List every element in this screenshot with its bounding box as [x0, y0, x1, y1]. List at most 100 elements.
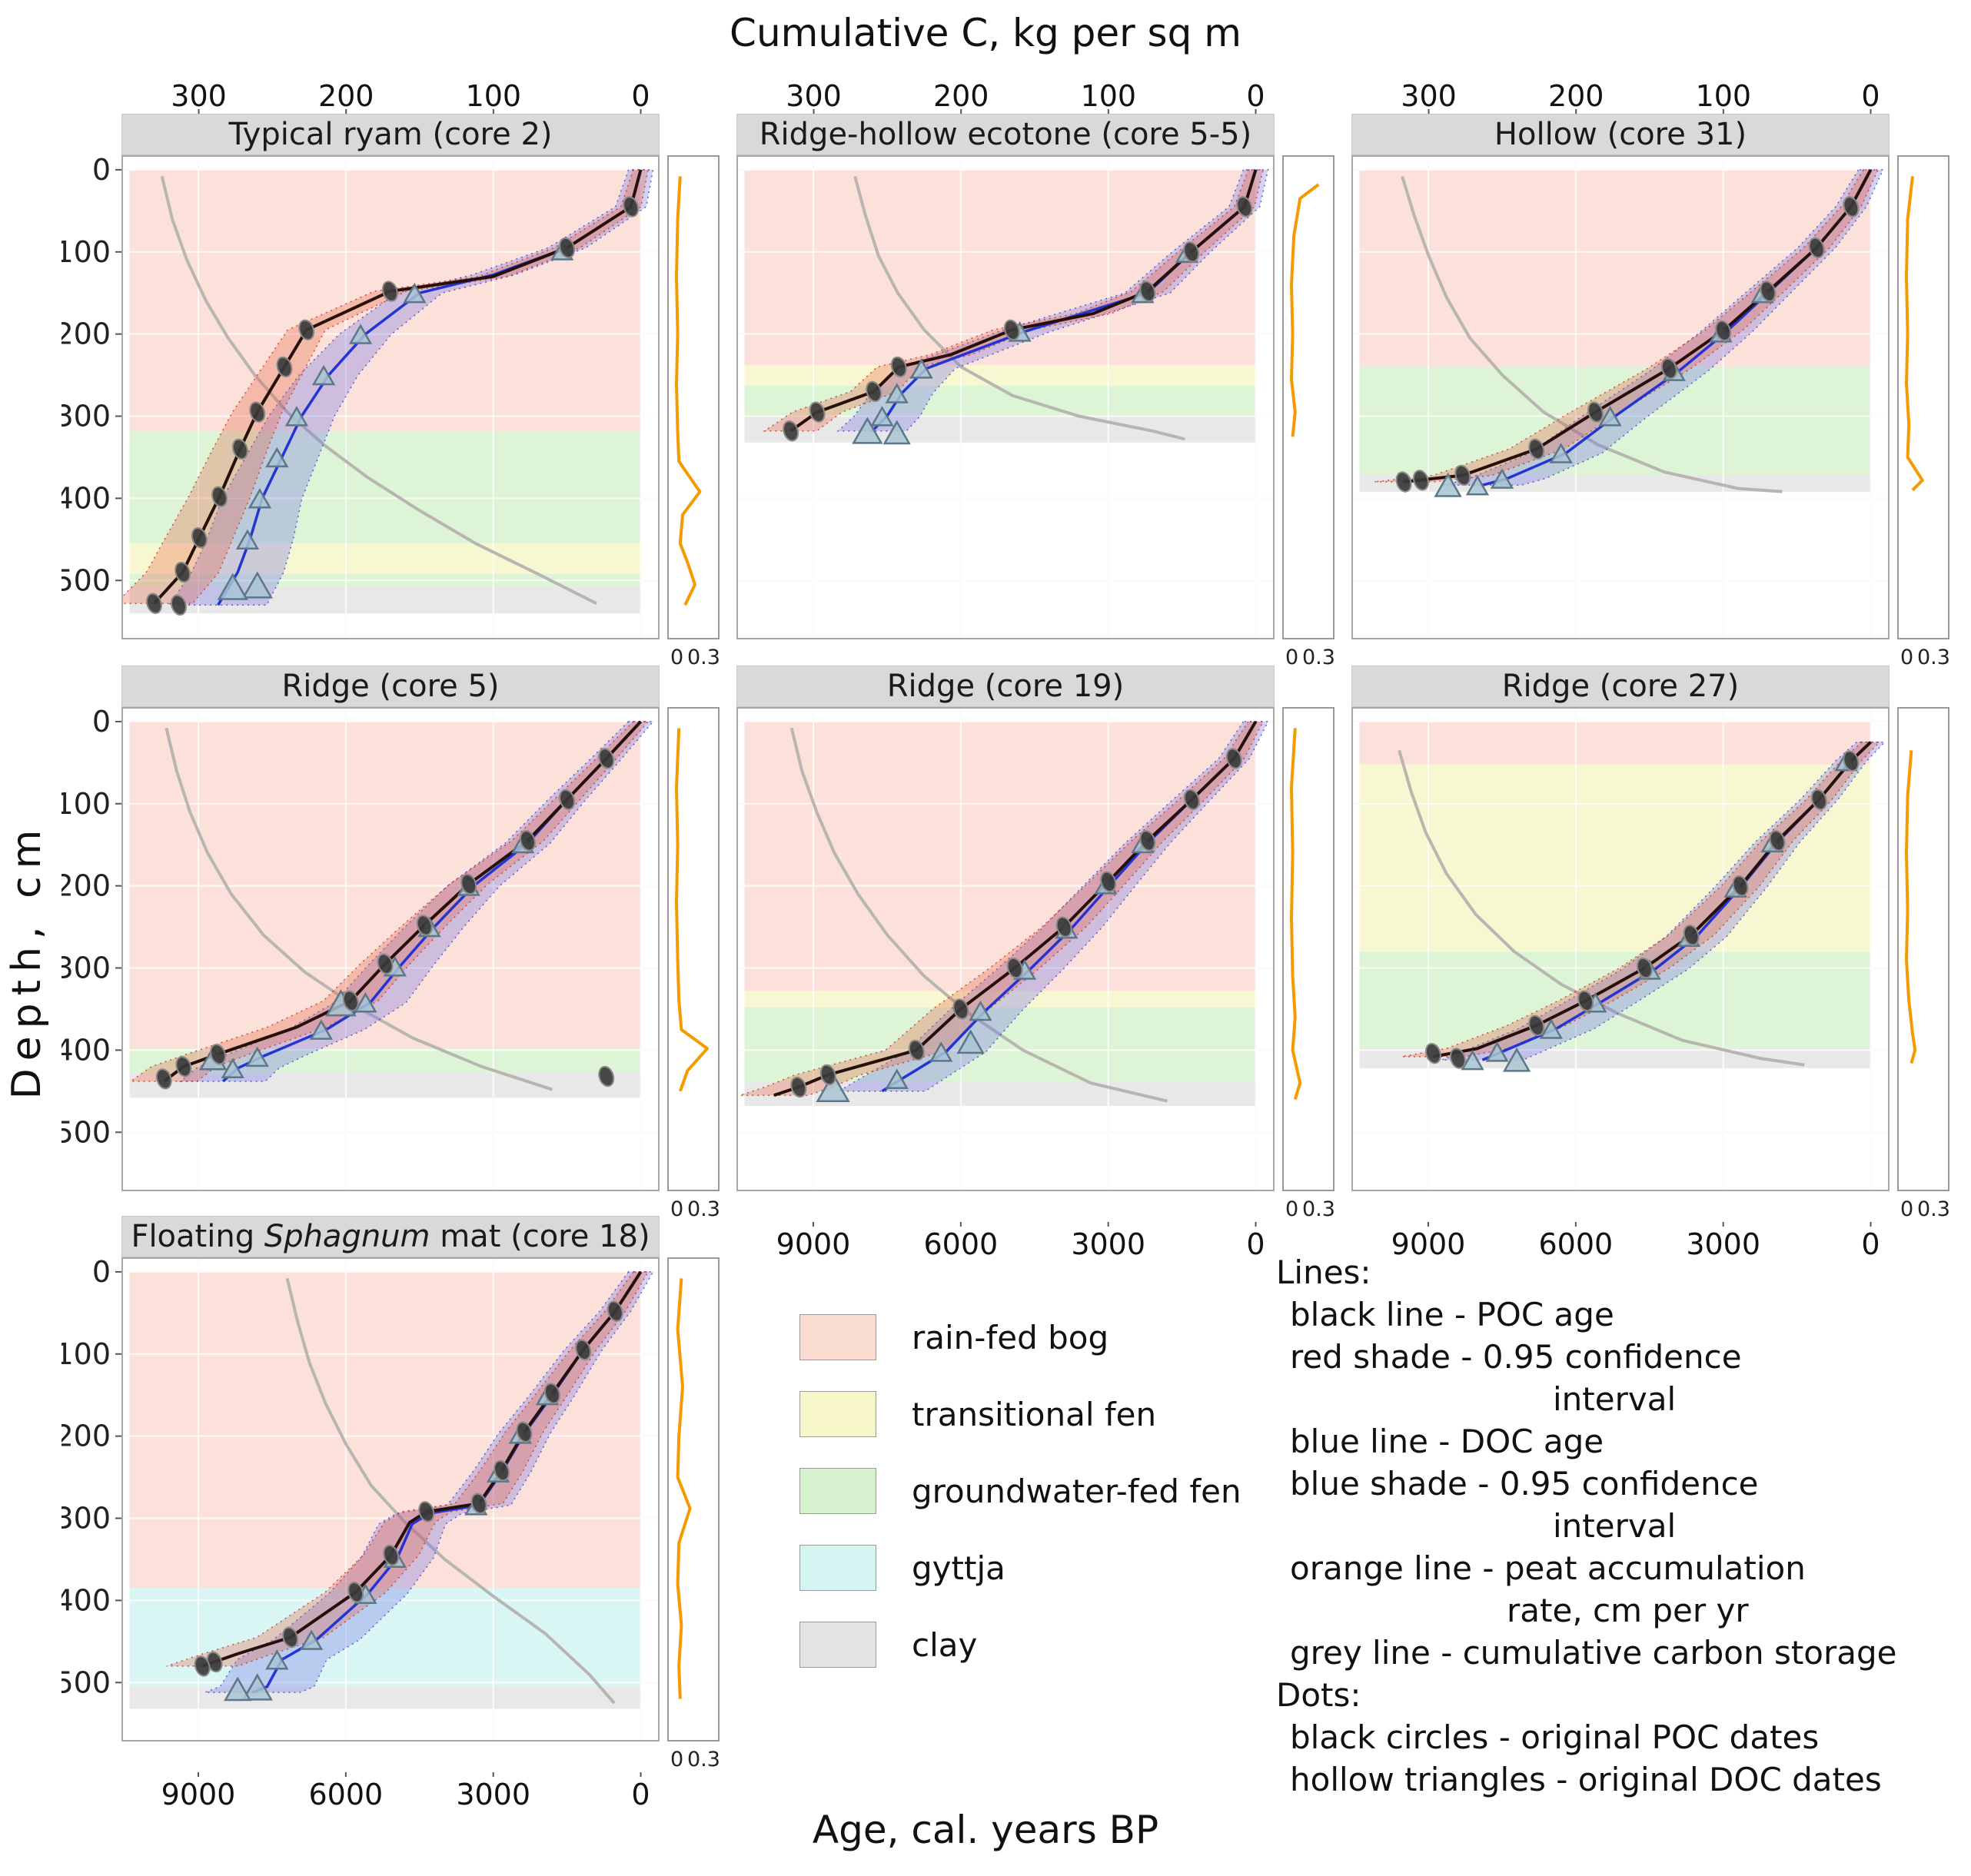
panel-title: Ridge (core 27) — [1351, 666, 1890, 707]
plot-area — [121, 1257, 660, 1742]
legend-line: hollow triangles - original DOC dates — [1290, 1761, 1882, 1798]
panel-title-italic: Sphagnum — [264, 1219, 430, 1254]
svg-text:300: 300 — [61, 1502, 111, 1536]
svg-text:0: 0 — [92, 1257, 111, 1289]
legend-line: Lines: — [1276, 1253, 1371, 1291]
svg-text:0: 0 — [670, 646, 683, 669]
legend-label: rain-fed bog — [912, 1318, 1109, 1356]
svg-text:100: 100 — [1081, 79, 1137, 113]
swatch-transitional-fen — [799, 1391, 876, 1437]
svg-text:0: 0 — [1246, 1227, 1265, 1259]
svg-text:300: 300 — [61, 400, 111, 433]
left-axis-title: Depth, cm — [4, 822, 50, 1100]
panel-title-text: Hollow (core 31) — [1494, 117, 1747, 152]
legend-line: red shade - 0.95 confidence — [1290, 1338, 1742, 1376]
svg-text:400: 400 — [61, 1583, 111, 1617]
svg-text:0: 0 — [92, 155, 111, 187]
y-axis-ticks: 0 100 200 300 400 500 — [61, 155, 121, 597]
bottom-axis-ticks: 9000 6000 3000 0 — [161, 1772, 650, 1809]
svg-text:500: 500 — [61, 1115, 111, 1149]
bottom-axis-ticks: 9000 6000 3000 0 — [1391, 1222, 1880, 1259]
top-axis-ticks: 300 200 100 0 — [171, 79, 650, 114]
panel-title-text: Ridge (core 5) — [281, 669, 500, 704]
panel-title-text: Typical ryam (core 2) — [228, 117, 553, 152]
legend-line: black circles - original POC dates — [1290, 1718, 1820, 1756]
legend-line: orange line - peat accumulation — [1290, 1549, 1806, 1587]
legend-item-groundwater-fed-fen: groundwater-fed fen — [799, 1453, 1276, 1529]
legend-label: groundwater-fed fen — [912, 1472, 1241, 1510]
svg-text:0: 0 — [631, 79, 650, 113]
panel-title: Hollow (core 31) — [1351, 114, 1890, 155]
panel-title: Typical ryam (core 2) — [121, 114, 660, 155]
legend-line: blue line - DOC age — [1290, 1423, 1604, 1460]
svg-text:0: 0 — [1246, 79, 1265, 113]
svg-text:100: 100 — [466, 79, 522, 113]
svg-text:0.3: 0.3 — [1917, 646, 1949, 669]
legend-swatches: rain-fed bog transitional fen groundwate… — [799, 1251, 1276, 1801]
svg-text:500: 500 — [61, 1665, 111, 1699]
panel-ridge-19: Ridge (core 19) 0 0.3 9000 6000 3000 0 — [736, 666, 1334, 1259]
legend-line: interval — [1553, 1380, 1677, 1418]
svg-text:200: 200 — [61, 869, 111, 903]
panel-typical-ryam: 300 200 100 0 Typical ryam (core 2) 0 100 200… — [61, 77, 720, 670]
y-axis-ticks: 0 100 200 300 400 500 — [61, 1257, 121, 1699]
svg-text:6000: 6000 — [923, 1227, 998, 1259]
panel-hollow: 300 200 100 0 Hollow (core 31) 0 0.3 — [1351, 77, 1949, 670]
legend-line: grey line - cumulative carbon storage — [1290, 1634, 1897, 1672]
svg-text:3000: 3000 — [1686, 1227, 1760, 1259]
svg-text:0.3: 0.3 — [687, 646, 720, 669]
svg-text:0: 0 — [670, 1748, 683, 1771]
svg-text:3000: 3000 — [1071, 1227, 1145, 1259]
rate-strip: 0 0.3 — [1282, 707, 1334, 1221]
legend-line: Dots: — [1276, 1676, 1361, 1714]
svg-text:0.3: 0.3 — [687, 1197, 720, 1221]
svg-text:300: 300 — [61, 951, 111, 985]
svg-text:0: 0 — [1861, 1227, 1880, 1259]
legend-line: blue shade - 0.95 confidence — [1290, 1465, 1759, 1502]
svg-text:400: 400 — [61, 1033, 111, 1067]
svg-text:0: 0 — [1900, 1197, 1913, 1221]
panel-title: Ridge-hollow ecotone (core 5-5) — [736, 114, 1275, 155]
legend-item-clay: clay — [799, 1606, 1276, 1683]
legend-label: clay — [912, 1625, 978, 1664]
rate-strip: 0 0.3 — [667, 1257, 720, 1771]
svg-text:100: 100 — [1696, 79, 1752, 113]
svg-text:100: 100 — [61, 1337, 111, 1371]
legend-text: Lines: black line - POC age red shade - … — [1276, 1251, 1937, 1801]
legend-line: black line - POC age — [1290, 1296, 1614, 1333]
legend-item-transitional-fen: transitional fen — [799, 1376, 1276, 1453]
panel-title-text: Ridge (core 19) — [886, 669, 1125, 704]
panel-title: Floating Sphagnum mat (core 18) — [121, 1216, 660, 1257]
plot-area — [121, 707, 660, 1191]
svg-text:0: 0 — [1285, 1197, 1298, 1221]
plot-area — [736, 707, 1275, 1191]
svg-text:0: 0 — [1285, 646, 1298, 669]
panel-ridge-5: Ridge (core 5) 0 100 200 300 400 500 0 0.3 — [61, 666, 720, 1222]
panel-title-text: mat (core 18) — [430, 1219, 650, 1254]
panel-ridge-hollow-ecotone: 300 200 100 0 Ridge-hollow ecotone (core 5-… — [736, 77, 1334, 670]
plot-area — [121, 155, 660, 639]
panel-floating-sphagnum-mat: Floating Sphagnum mat (core 18) 0 100 200 3… — [61, 1216, 720, 1809]
legend-label: gyttja — [912, 1549, 1005, 1587]
swatch-groundwater-fed-fen — [799, 1468, 876, 1514]
svg-text:200: 200 — [933, 79, 989, 113]
svg-text:6000: 6000 — [1538, 1227, 1613, 1259]
legend-line: interval — [1553, 1507, 1677, 1545]
svg-text:500: 500 — [61, 563, 111, 597]
svg-text:300: 300 — [171, 79, 227, 113]
top-axis-ticks: 300 200 100 0 — [1401, 79, 1880, 114]
svg-text:200: 200 — [61, 1419, 111, 1453]
rate-strip: 0 0.3 — [1282, 155, 1334, 669]
svg-text:0.3: 0.3 — [1302, 1197, 1334, 1221]
swatch-rain-fed-bog — [799, 1314, 876, 1360]
svg-text:9000: 9000 — [161, 1778, 236, 1809]
svg-text:6000: 6000 — [308, 1778, 383, 1809]
top-axis-ticks: 300 200 100 0 — [786, 79, 1265, 114]
plot-area — [1351, 155, 1890, 639]
svg-text:100: 100 — [61, 787, 111, 821]
legend-label: transitional fen — [912, 1395, 1157, 1433]
swatch-gyttja — [799, 1545, 876, 1591]
bottom-axis-ticks: 9000 6000 3000 0 — [776, 1222, 1265, 1259]
svg-text:0.3: 0.3 — [1302, 646, 1334, 669]
